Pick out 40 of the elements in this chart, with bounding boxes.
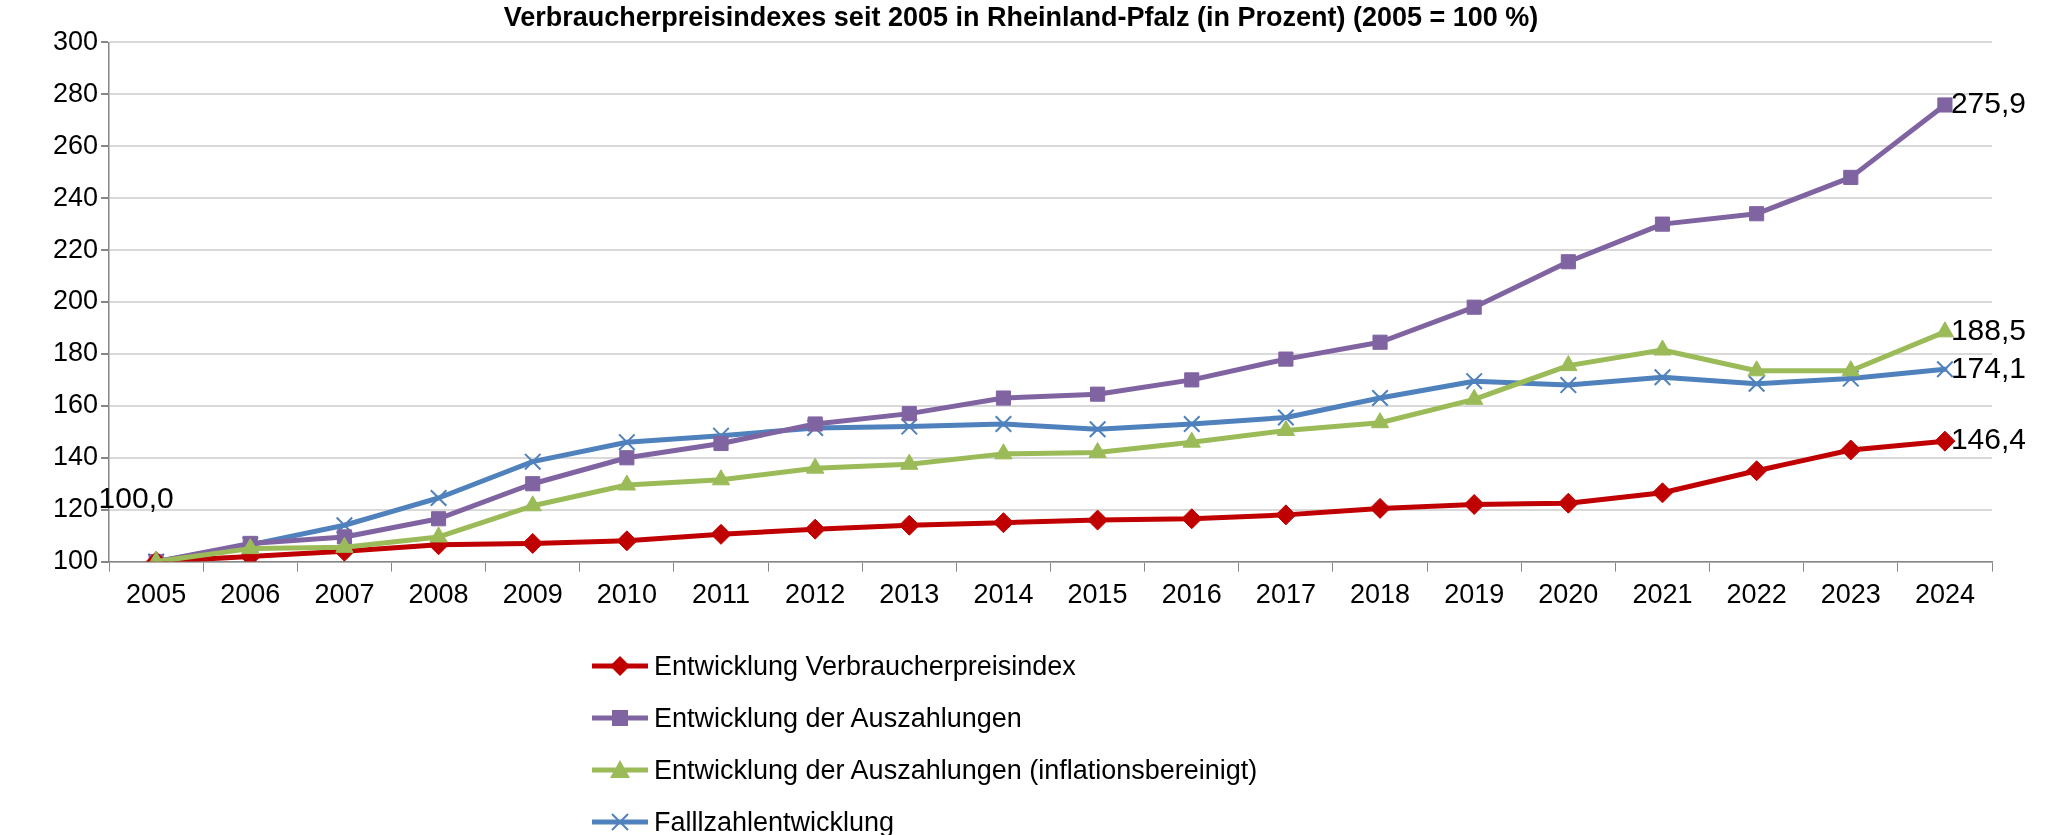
x-tick-label: 2009 xyxy=(502,579,563,610)
x-tick-label: 2010 xyxy=(596,579,657,610)
y-tick-label: 120 xyxy=(52,493,99,524)
x-tick-label: 2008 xyxy=(408,579,469,610)
y-tick-label: 180 xyxy=(52,337,99,368)
x-tick-label: 2005 xyxy=(126,579,187,610)
y-tick-label: 140 xyxy=(52,441,99,472)
data-label: 100,0 xyxy=(98,480,174,514)
data-label: 188,5 xyxy=(1950,313,2026,347)
x-tick-label: 2020 xyxy=(1538,579,1599,610)
x-tick-label: 2019 xyxy=(1444,579,1505,610)
y-tick-label: 200 xyxy=(52,285,99,316)
x-tick-label: 2006 xyxy=(220,579,281,610)
legend-label: Entwicklung der Auszahlungen xyxy=(654,702,1022,734)
x-tick-label: 2007 xyxy=(314,579,375,610)
y-tick-label: 300 xyxy=(52,25,99,56)
y-tick-label: 220 xyxy=(52,233,99,264)
chart-title: Verbraucherpreisindexes seit 2005 in Rheinland-Pfalz (in Prozent) (2005 = 100 %) xyxy=(503,1,1539,32)
y-tick-label: 100 xyxy=(52,545,99,576)
x-tick-label: 2018 xyxy=(1350,579,1411,610)
x-tick-label: 2014 xyxy=(973,579,1034,610)
x-tick-label: 2024 xyxy=(1914,579,1975,610)
x-tick-label: 2015 xyxy=(1067,579,1128,610)
x-tick-label: 2021 xyxy=(1632,579,1693,610)
y-tick-label: 280 xyxy=(52,77,99,108)
legend-label: Entwicklung der Auszahlungen (inflationsbereinigt) xyxy=(654,754,1258,786)
data-label: 174,1 xyxy=(1950,350,2026,384)
y-tick-label: 160 xyxy=(52,389,99,420)
y-tick-label: 240 xyxy=(52,181,99,212)
data-label: 146,4 xyxy=(1950,422,2026,456)
x-tick-label: 2023 xyxy=(1820,579,1881,610)
x-tick-label: 2017 xyxy=(1255,579,1316,610)
legend-label: Entwicklung Verbraucherpreisindex xyxy=(654,650,1076,682)
x-tick-label: 2022 xyxy=(1726,579,1787,610)
y-tick-label: 260 xyxy=(52,129,99,160)
x-tick-label: 2012 xyxy=(785,579,846,610)
x-tick-label: 2016 xyxy=(1161,579,1222,610)
data-label: 275,9 xyxy=(1950,86,2026,120)
x-tick-label: 2013 xyxy=(879,579,940,610)
x-tick-label: 2011 xyxy=(691,579,751,610)
